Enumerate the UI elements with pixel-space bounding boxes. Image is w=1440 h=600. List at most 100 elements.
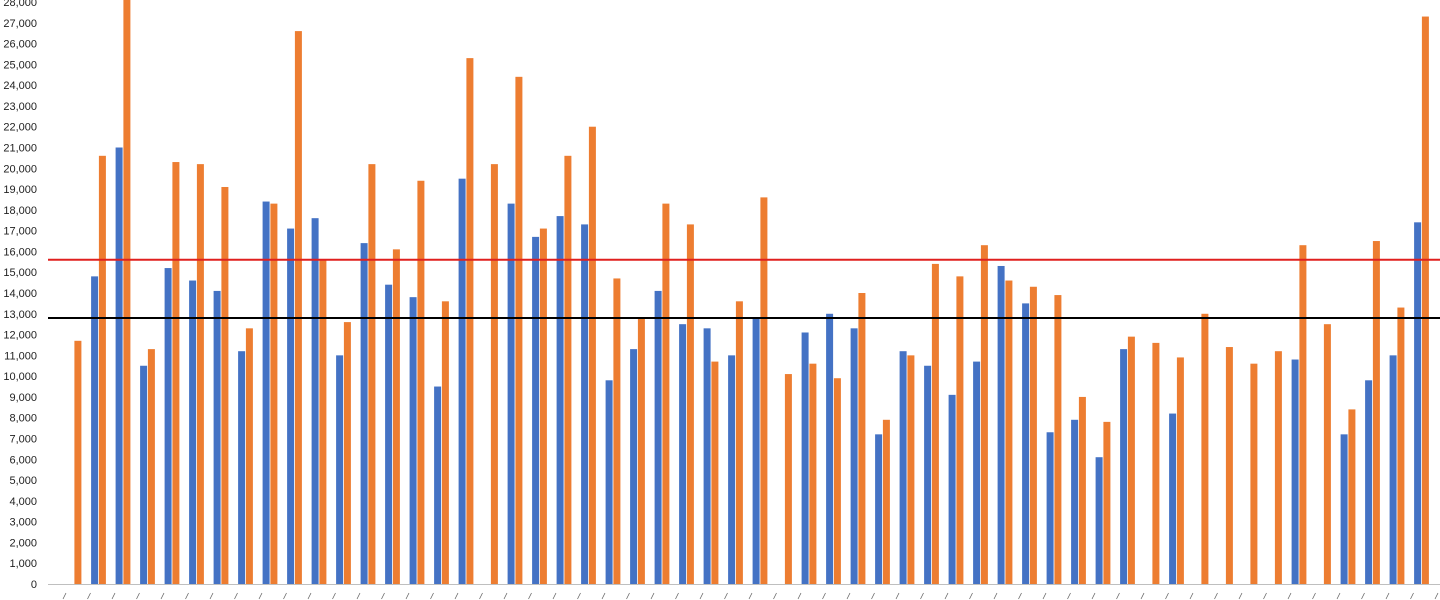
bar [1389,355,1397,584]
y-tick-label: 4,000 [9,496,37,508]
y-tick-label: 1,000 [9,558,37,570]
bar [801,332,809,584]
y-tick-label: 22,000 [3,122,37,134]
bar [784,374,792,584]
x-category-tick [332,592,336,600]
bar [189,280,197,584]
bar [262,201,270,585]
y-tick-label: 18,000 [3,205,37,217]
x-category-tick [381,592,385,600]
bar [826,313,834,584]
bar [1176,357,1184,584]
bar [1046,432,1054,584]
bar [319,259,327,584]
bar [875,434,883,584]
bar [196,164,204,584]
bar [1095,457,1103,584]
bar [1071,419,1079,584]
y-tick-label: 0 [31,579,37,591]
bar [662,203,670,584]
bar [1372,241,1380,585]
y-tick-label: 7,000 [9,434,37,446]
x-category-tick [1042,592,1047,600]
bar [1201,313,1209,584]
x-category-tick [1116,592,1120,600]
x-category-tick [454,592,459,600]
bar [385,284,393,584]
y-tick-label: 5,000 [9,475,37,487]
bar [409,297,417,584]
x-category-tick [1238,592,1243,600]
x-category-tick [258,592,263,600]
bar [711,361,719,584]
bar [270,203,278,584]
bar [1029,286,1037,584]
y-tick-label: 10,000 [3,371,37,383]
bar [654,290,662,584]
bar [434,386,442,584]
bar [441,301,449,584]
x-category-tick [356,592,361,600]
y-axis-tick-labels: 0 1,000 2,000 3,000 4,000 5,000 6,000 7,000 8,00… [3,0,37,591]
y-tick-label: 13,000 [3,309,37,321]
bar [115,147,123,584]
x-category-tick [846,592,851,600]
y-tick-label: 12,000 [3,330,37,342]
x-category-tick [969,592,973,600]
x-category-tick [307,592,312,600]
x-category-tick [503,592,508,600]
bar [238,351,246,584]
bar [140,365,148,584]
bar [368,164,376,584]
bar [858,293,866,584]
bar [1397,307,1405,584]
x-category-tick [87,592,91,600]
y-tick-label: 11,000 [4,350,37,362]
x-category-tick [1385,592,1390,600]
bar [466,58,474,584]
bar [980,245,988,584]
x-category-tick [650,592,655,600]
bar-series [74,0,1429,585]
bar [1421,16,1429,585]
bar [507,203,515,584]
bar [1054,295,1062,584]
bar [907,355,915,584]
bar [392,249,400,584]
bar [287,228,295,585]
bar [605,380,613,584]
bar [1291,359,1299,584]
x-category-tick [528,592,532,600]
x-category-tick [160,592,165,600]
y-tick-label: 23,000 [3,101,37,113]
y-tick-label: 8,000 [9,413,37,425]
x-category-tick [283,592,287,600]
x-category-tick [405,592,410,600]
x-category-tick [136,592,140,600]
y-tick-label: 2,000 [9,537,37,549]
bar [213,290,221,584]
x-category-tick [822,592,826,600]
bar [735,301,743,584]
bar [728,355,736,584]
y-tick-label: 24,000 [3,80,37,92]
bar [1022,303,1030,584]
bar [679,324,687,584]
bar [417,180,425,584]
y-tick-label: 14,000 [3,288,37,300]
bar [948,394,956,584]
x-category-tick [748,592,753,600]
bar [630,349,638,584]
bar [1274,351,1282,584]
y-tick-label: 27,000 [3,18,37,30]
bar [581,224,589,584]
y-tick-label: 21,000 [3,143,37,155]
bar [294,31,302,585]
bar [1152,342,1160,584]
x-category-tick [1214,592,1218,600]
x-category-tick [479,592,483,600]
x-category-tick [1140,592,1145,600]
bar [1169,413,1177,584]
x-category-tick [577,592,581,600]
x-category-tick [62,592,67,600]
